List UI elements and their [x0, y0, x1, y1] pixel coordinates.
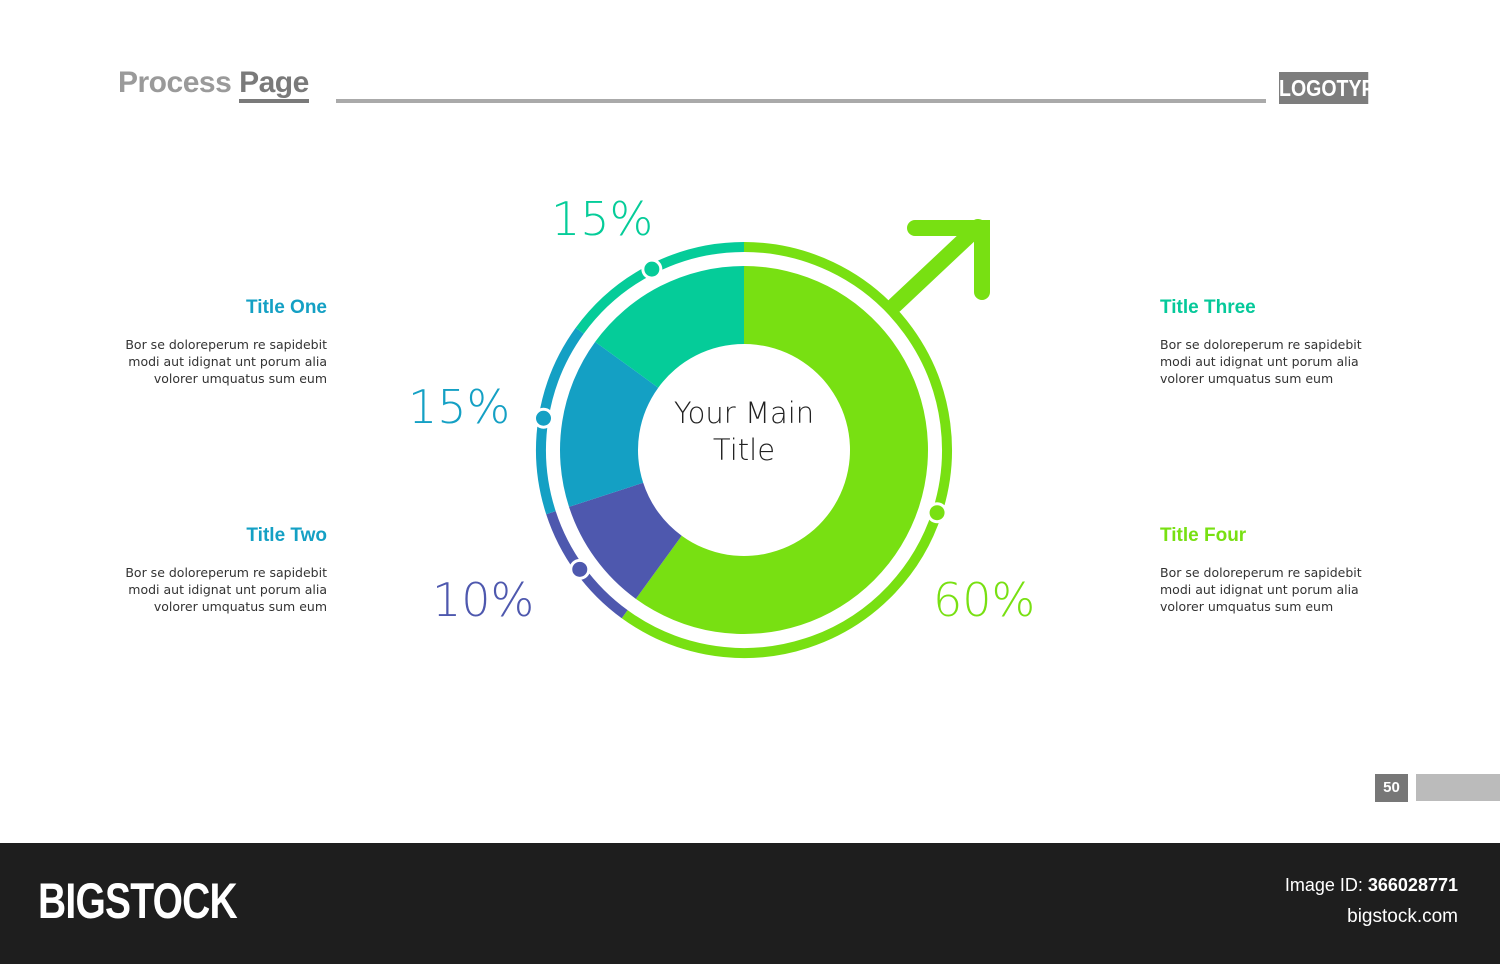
- text-block-four: Title Four Bor se doloreperum re sapidebi…: [1160, 525, 1380, 615]
- block-text: Bor se doloreperum re sapidebit modi aut…: [1160, 337, 1362, 386]
- slice-label-teal: 15%: [551, 192, 654, 246]
- block-text: Bor se doloreperum re sapidebit modi aut…: [125, 565, 327, 614]
- slice-label-green: 60%: [933, 573, 1036, 627]
- block-title: Title Three: [1160, 297, 1256, 318]
- ring-dot-1: [569, 558, 591, 580]
- image-id: Image ID: 366028771: [1285, 875, 1458, 896]
- center-label: Your Main Title: [673, 396, 815, 467]
- page-title: Process Page: [118, 66, 309, 103]
- block-title: Title Four: [1160, 525, 1247, 546]
- ring-dot-2: [532, 407, 554, 429]
- page-bar: [1416, 774, 1500, 801]
- arrow-icon: [887, 219, 990, 313]
- slice-label-blue: 15%: [408, 380, 511, 434]
- title-part1: Process: [118, 66, 232, 99]
- ring-dot-3: [641, 258, 663, 280]
- slice-0: [635, 266, 928, 634]
- footer: [0, 843, 1500, 964]
- title-part2: Page: [239, 66, 309, 103]
- page-number: 50: [1375, 774, 1408, 802]
- ring-dot-0: [926, 502, 948, 524]
- slice-3: [595, 266, 744, 388]
- slice-1: [569, 482, 682, 599]
- block-text: Bor se doloreperum re sapidebit modi aut…: [1160, 565, 1362, 614]
- block-text: Bor se doloreperum re sapidebit modi aut…: [125, 337, 327, 386]
- text-block-three: Title Three Bor se doloreperum re sapideb…: [1160, 297, 1380, 387]
- slice-label-purple: 10%: [432, 573, 535, 627]
- brand-logo: BIGSTOCK: [38, 873, 238, 929]
- block-title: Title Two: [246, 525, 327, 546]
- donut-chart: [532, 219, 990, 658]
- slice-2: [560, 341, 659, 507]
- image-id-value: 366028771: [1367, 875, 1458, 895]
- block-title: Title One: [246, 297, 327, 318]
- header-divider: [336, 99, 1266, 103]
- text-block-two: Title Two Bor se doloreperum re sapidebit…: [107, 525, 327, 615]
- site-url: bigstock.com: [1347, 906, 1458, 927]
- text-block-one: Title One Bor se doloreperum re sapidebit…: [107, 297, 327, 387]
- image-id-label: Image ID:: [1284, 875, 1363, 895]
